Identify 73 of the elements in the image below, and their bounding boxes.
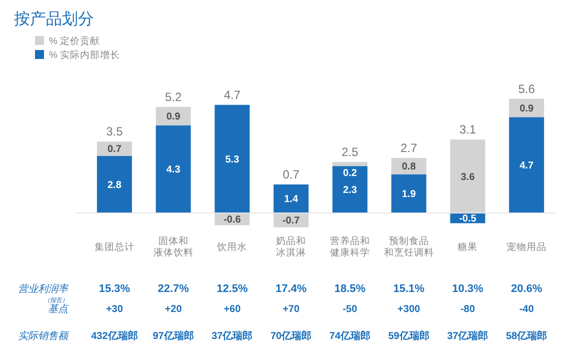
data-label: 0.9	[166, 112, 181, 123]
total-label: 2.7	[400, 140, 418, 155]
text: +30	[106, 304, 124, 315]
bar	[156, 106, 191, 126]
text: 70亿瑞郎	[270, 330, 312, 342]
text: 10.3%	[452, 283, 484, 295]
text: 12.5%	[216, 283, 248, 295]
text: 17.4%	[275, 283, 307, 295]
text: -40	[519, 304, 534, 315]
data-label: 1.9	[402, 189, 416, 200]
data-label: 2.3	[342, 185, 358, 196]
x-tick-label: 集团总计	[94, 241, 134, 253]
text: -80	[460, 304, 476, 315]
text: 74亿瑞郎	[329, 330, 370, 342]
data-label: 1.4	[284, 194, 298, 206]
text: -50	[342, 304, 358, 315]
data-label: 2.8	[107, 180, 122, 191]
bar	[274, 184, 309, 213]
total-label: 3.5	[106, 124, 124, 139]
bar	[96, 156, 132, 213]
bar	[332, 162, 368, 166]
bar	[509, 117, 544, 213]
bar	[214, 104, 250, 213]
data-label: 0.7	[107, 144, 122, 156]
data-label: -0.5	[459, 214, 477, 225]
bar	[96, 142, 132, 156]
data-label: -0.6	[224, 214, 242, 226]
data-label: 4.7	[520, 160, 534, 172]
text: 58亿瑞郎	[506, 330, 548, 342]
text: 15.1%	[393, 283, 425, 295]
data-label: 0.8	[402, 162, 416, 173]
data-label: 0.2	[342, 168, 358, 180]
x-tick-label: 营养品和健康科学	[330, 235, 370, 258]
data-label: 5.3	[225, 154, 240, 166]
legend-label: % 实际内部增长	[49, 49, 120, 61]
total-label: 3.1	[459, 122, 476, 137]
legend-label: % 定价贡献	[49, 35, 100, 47]
data-label: 0.9	[520, 103, 534, 114]
total-label: 5.6	[518, 82, 536, 96]
text: 18.5%	[334, 283, 366, 295]
text: 37亿瑞郎	[212, 330, 253, 342]
total-label: 5.2	[164, 90, 182, 104]
x-tick-label: 固体和液体饮料	[153, 235, 194, 258]
x-tick-label: 饮用水	[216, 241, 248, 253]
x-tick-label: 糖果	[458, 241, 478, 253]
text: 432亿瑞郎	[91, 330, 138, 342]
text: +70	[282, 304, 300, 315]
bar	[391, 174, 426, 213]
text: 59亿瑞郎	[388, 330, 430, 342]
text: 97亿瑞郎	[152, 330, 194, 342]
text: 37亿瑞郎	[447, 330, 488, 342]
text: 营业利润率	[18, 283, 69, 295]
bar	[156, 125, 191, 213]
x-tick-label: 宠物用品	[506, 241, 547, 253]
text: 实际销售额	[18, 330, 70, 342]
text: 20.6%	[510, 283, 542, 295]
chart-title: 按产品划分	[14, 10, 94, 28]
x-tick-label: 预制食品和烹饪调料	[384, 235, 434, 258]
bar	[332, 166, 368, 213]
total-label: 2.5	[342, 145, 359, 159]
x-tick-label: 奶品和冰淇淋	[276, 235, 306, 258]
total-label: 0.7	[282, 167, 300, 182]
data-label: -0.7	[282, 216, 300, 227]
text: 22.7%	[158, 283, 190, 295]
text: +300	[398, 304, 421, 315]
text: +60	[224, 304, 242, 315]
bar	[450, 140, 486, 213]
text: 15.3%	[98, 283, 130, 295]
data-label: 3.6	[460, 172, 476, 183]
text: +20	[164, 304, 182, 315]
data-label: 4.3	[166, 164, 181, 176]
total-label: 4.7	[224, 88, 241, 102]
text: 基点	[48, 303, 69, 315]
